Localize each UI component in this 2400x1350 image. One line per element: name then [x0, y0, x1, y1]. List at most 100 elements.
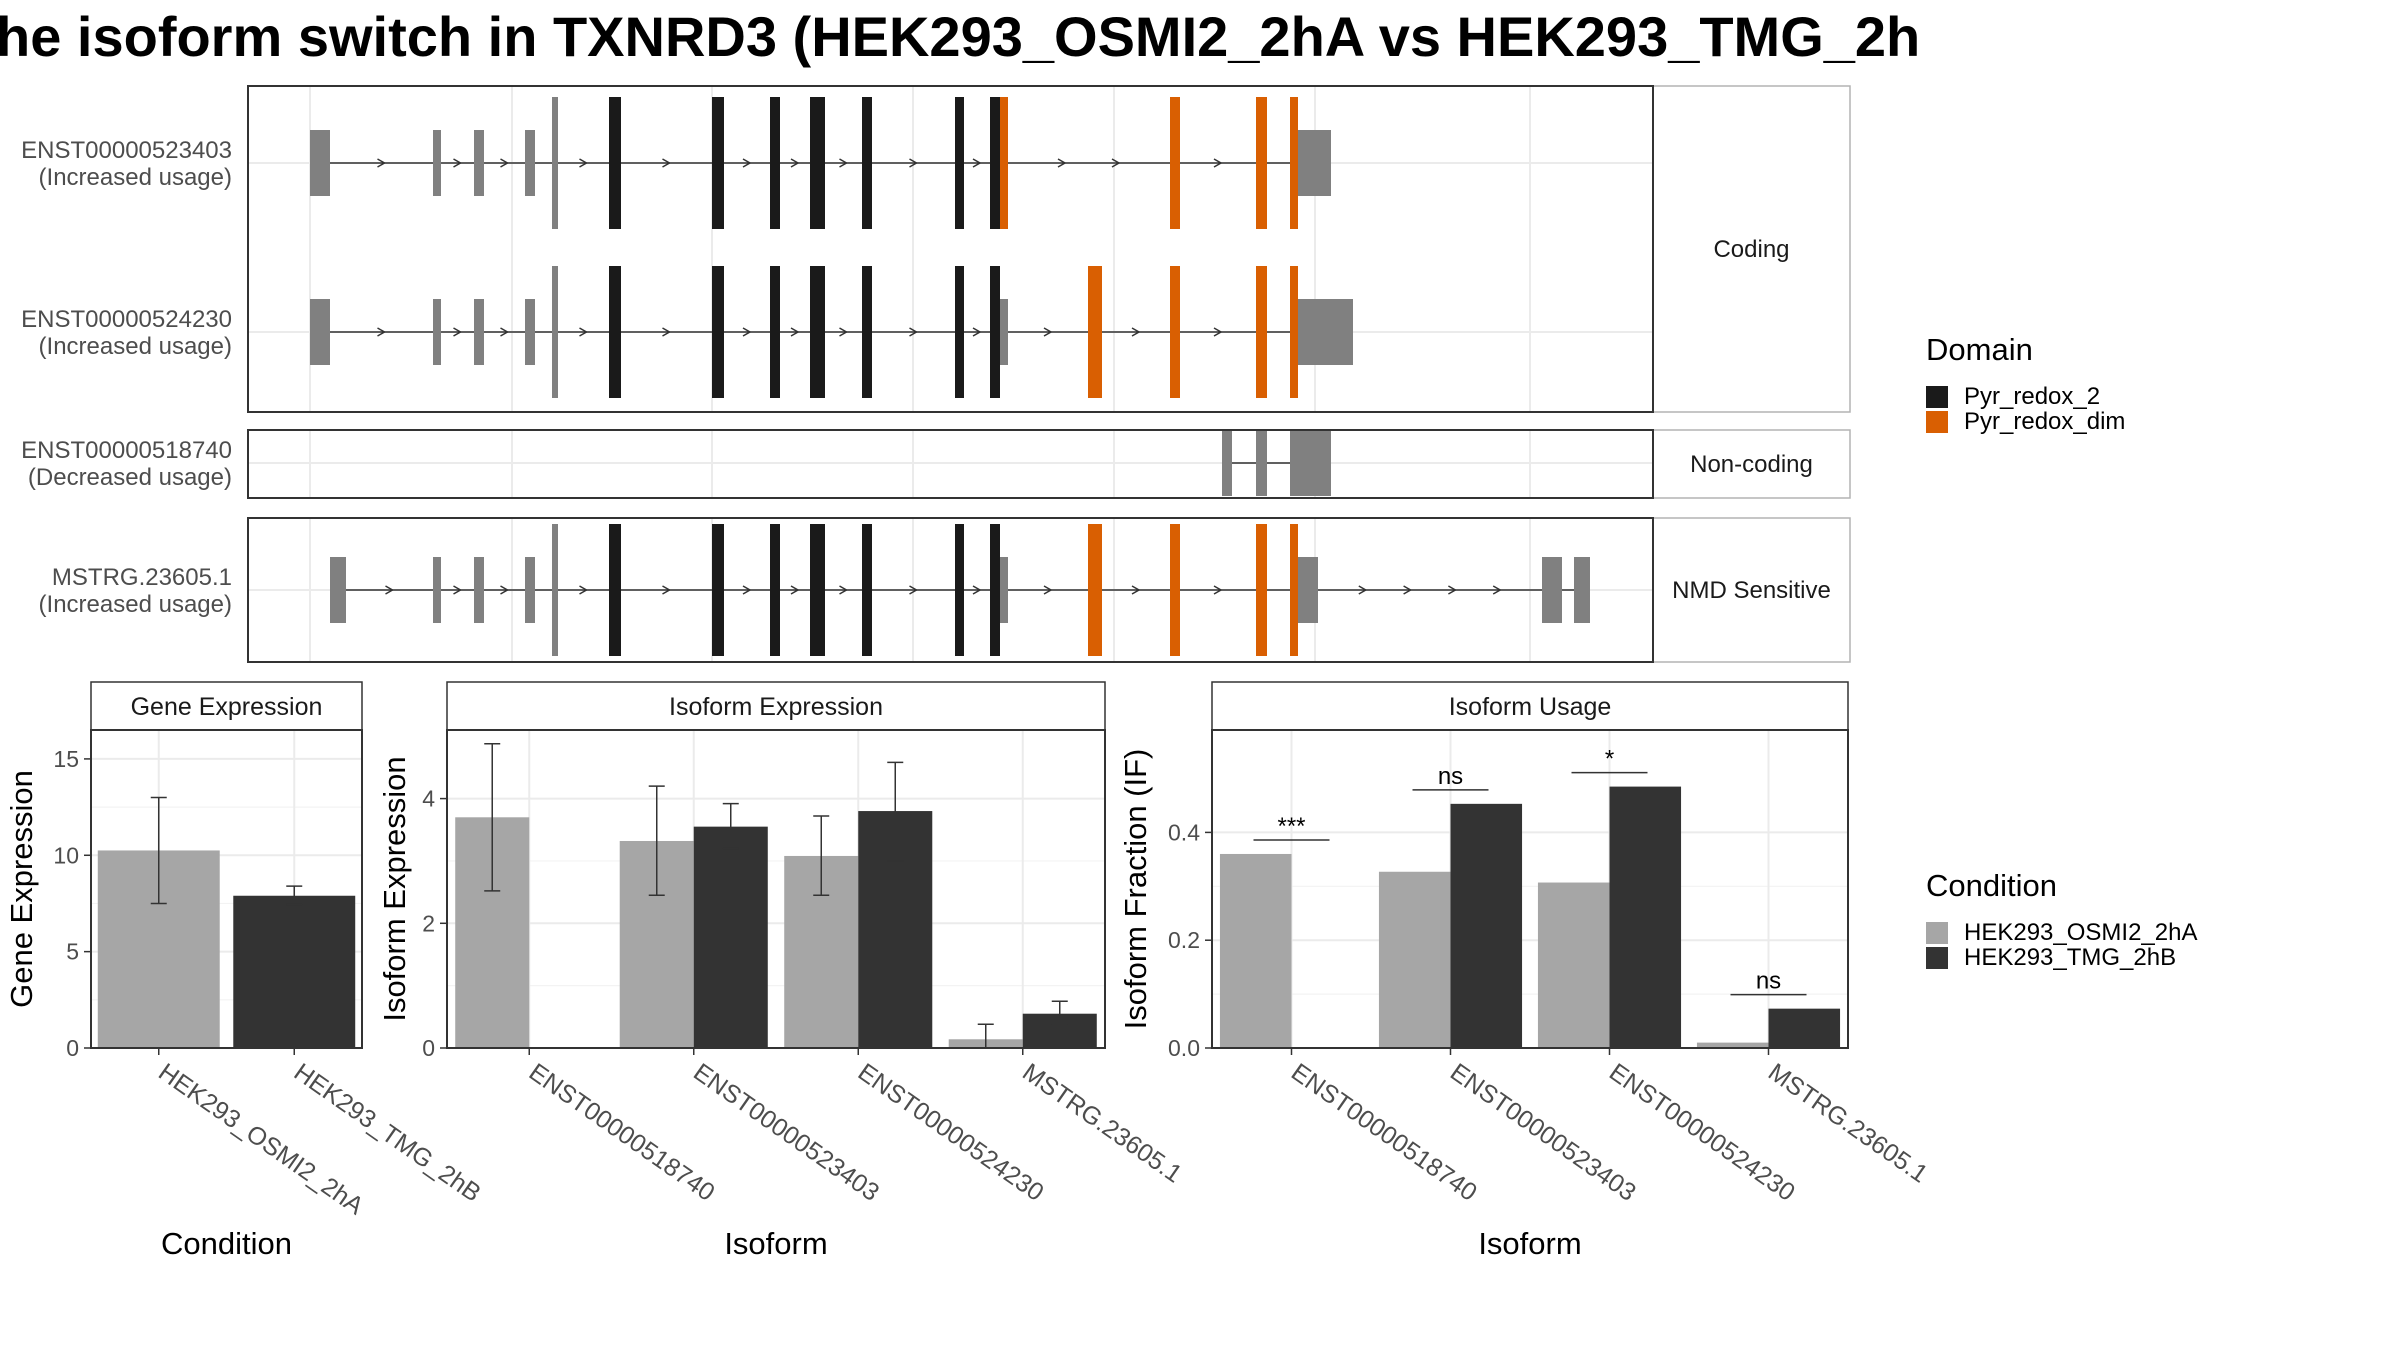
strand-arrow	[500, 585, 510, 595]
strand-arrow	[1043, 327, 1053, 337]
strand-arrow	[742, 585, 752, 595]
strand-arrow	[1057, 158, 1067, 168]
x-axis-title: Condition	[161, 1226, 292, 1261]
exon	[1542, 557, 1562, 623]
exon	[552, 97, 558, 229]
exon-domain-pyr-redox-dim	[1170, 97, 1180, 229]
bar	[1219, 853, 1292, 1048]
exon-domain-pyr-redox-dim	[1290, 266, 1298, 398]
facet-strip	[1211, 681, 1849, 731]
facet-strip-title: Isoform Usage	[1449, 693, 1612, 721]
isoform-expression-chart: Isoform Expression024ENST00000518740ENST…	[377, 681, 1187, 1261]
y-tick-label: 0.4	[1168, 819, 1200, 845]
plot-frame	[90, 729, 363, 1049]
transcript-id-label: ENST00000518740	[21, 437, 232, 464]
exon-domain-pyr-redox-dim	[1256, 266, 1267, 398]
legend-label: Pyr_redox_dim	[1964, 408, 2125, 435]
strand-arrow	[1448, 585, 1457, 595]
group-strip	[1652, 85, 1851, 413]
transcript-usage-label: (Increased usage)	[39, 164, 232, 191]
legend-label: HEK293_OSMI2_2hA	[1964, 919, 2197, 946]
exon-domain-pyr-redox-2	[862, 266, 872, 398]
transcript-structure-panel: Coding Non-coding NMD Sensitive ENST0000052…	[21, 85, 1851, 663]
exon	[310, 299, 330, 365]
legend-key	[1926, 947, 1948, 969]
exon	[1222, 430, 1232, 496]
exon-domain-pyr-redox-2	[955, 524, 964, 656]
strand-arrow	[500, 327, 510, 337]
exon	[474, 299, 484, 365]
exon-domain-pyr-redox-dim	[1170, 524, 1180, 656]
strand-arrow	[1131, 585, 1141, 595]
exon	[525, 557, 535, 623]
transcript-group-frame	[247, 517, 1654, 663]
legend-label: HEK293_TMG_2hB	[1964, 944, 2176, 971]
exon-domain-pyr-redox-2	[810, 97, 825, 229]
transcript-usage-label: (Decreased usage)	[28, 464, 232, 491]
strand-arrow	[500, 158, 510, 168]
x-tick-label: MSTRG.23605.1	[1763, 1058, 1933, 1189]
transcript-group-panel	[248, 86, 1653, 412]
transcript-usage-label: (Increased usage)	[39, 591, 232, 618]
strand-arrow	[385, 585, 395, 595]
strand-arrow	[1358, 585, 1368, 595]
strand-arrow	[790, 327, 800, 337]
exon-domain-pyr-redox-2	[770, 97, 780, 229]
y-axis-title: Gene Expression	[4, 770, 39, 1008]
legend-label: Pyr_redox_2	[1964, 383, 2100, 410]
bar	[1537, 882, 1610, 1048]
strand-arrow	[1111, 158, 1121, 168]
strand-arrow	[972, 585, 982, 595]
strand-arrow	[839, 585, 849, 595]
exon-domain-pyr-redox-2	[990, 524, 1000, 656]
significance-label: *	[1605, 746, 1614, 773]
bar	[1609, 786, 1682, 1048]
exon	[474, 130, 484, 196]
bar	[233, 895, 356, 1048]
facet-strip	[90, 681, 363, 731]
plot-frame	[446, 729, 1106, 1049]
exon	[433, 130, 441, 196]
strand-arrow	[1131, 327, 1141, 337]
exon-domain-pyr-redox-2	[770, 524, 780, 656]
bar	[1696, 1042, 1769, 1048]
x-tick-label: MSTRG.23605.1	[1017, 1058, 1187, 1189]
strand-arrow	[453, 585, 463, 595]
y-tick-label: 0	[422, 1035, 435, 1061]
transcript-group-frame	[247, 85, 1654, 413]
y-tick-label: 0.0	[1168, 1035, 1200, 1061]
exon-domain-pyr-redox-2	[609, 97, 621, 229]
strand-arrow	[1403, 585, 1413, 595]
strand-arrow	[1492, 585, 1502, 595]
strand-arrow	[453, 158, 463, 168]
exon-domain-pyr-redox-dim	[1088, 524, 1102, 656]
facet-strip-title: Gene Expression	[131, 693, 323, 721]
legend-title: Domain	[1926, 332, 2033, 367]
strand-arrow	[662, 158, 672, 168]
facet-strip-title: Isoform Expression	[669, 693, 883, 721]
exon-domain-pyr-redox-2	[712, 266, 724, 398]
exon-domain-pyr-redox-2	[990, 97, 1000, 229]
x-axis-title: Isoform	[1478, 1226, 1581, 1261]
transcript-id-label: ENST00000523403	[21, 137, 232, 164]
strand-arrow	[972, 327, 982, 337]
exon-domain-pyr-redox-2	[712, 97, 724, 229]
exon-domain-pyr-redox-dim	[1088, 266, 1102, 398]
exon	[1000, 299, 1008, 365]
group-strip	[1652, 429, 1851, 499]
plot-area	[1212, 730, 1848, 1048]
bar	[1768, 1008, 1841, 1048]
group-strip-label: Coding	[1713, 236, 1789, 263]
x-axis-title: Isoform	[724, 1226, 827, 1261]
y-tick-label: 5	[66, 939, 79, 965]
strand-arrow	[662, 585, 672, 595]
exon-domain-pyr-redox-2	[810, 266, 825, 398]
figure-title: he isoform switch in TXNRD3 (HEK293_OSMI…	[0, 5, 1920, 68]
exon-domain-pyr-redox-dim	[1290, 524, 1298, 656]
strand-arrow	[579, 327, 589, 337]
y-axis-title: Isoform Fraction (IF)	[1118, 749, 1153, 1030]
strand-arrow	[909, 158, 919, 168]
strand-arrow	[790, 158, 800, 168]
group-strip	[1652, 517, 1851, 663]
